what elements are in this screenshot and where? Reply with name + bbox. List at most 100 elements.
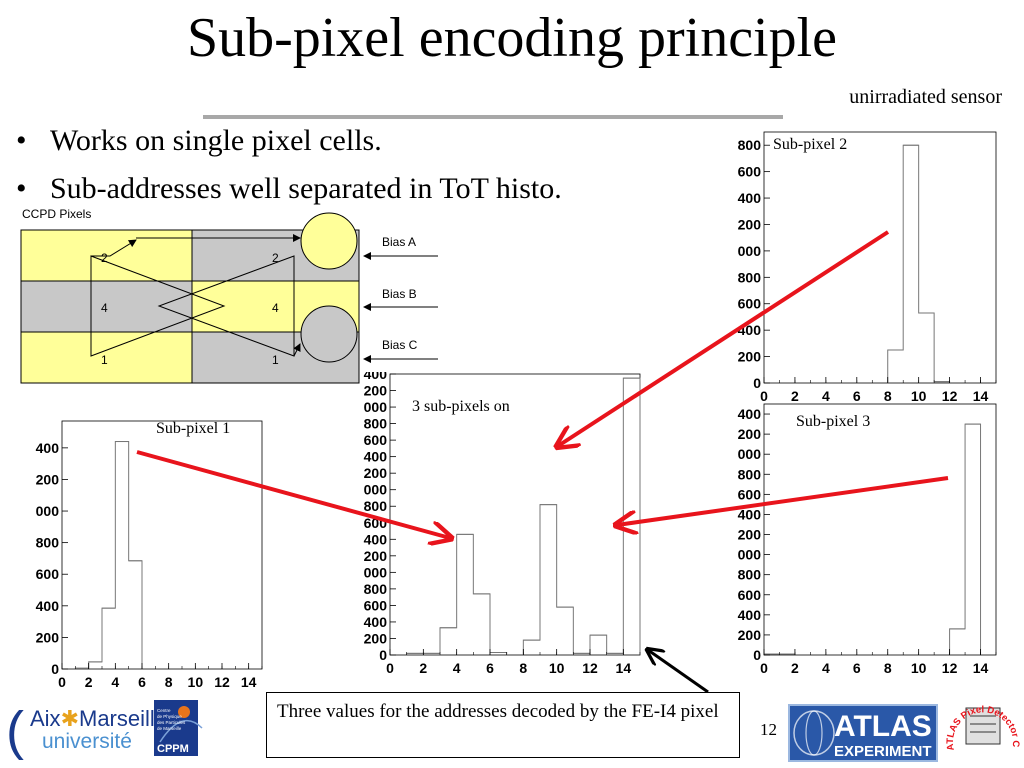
- y-tick-label: 200: [36, 629, 60, 645]
- y-tick-label: 0: [379, 647, 387, 663]
- y-tick-label: 600: [364, 597, 388, 613]
- atlas-logo: ATLAS EXPERIMENT: [788, 704, 938, 762]
- bias-c-label: Bias C: [382, 338, 418, 352]
- y-tick-label: 600: [738, 296, 762, 312]
- bullet-text: Sub-addresses well separated in ToT hist…: [50, 172, 562, 205]
- page-number: 12: [760, 720, 777, 739]
- x-tick-label: 14: [973, 660, 989, 676]
- y-tick-label: 600: [364, 515, 388, 531]
- y-tick-label: 400: [738, 322, 762, 338]
- x-tick-label: 8: [884, 660, 892, 676]
- cppm-text: CPPM: [157, 743, 189, 755]
- x-tick-label: 8: [165, 674, 173, 690]
- y-tick-label: 200: [364, 465, 388, 481]
- y-tick-label: 800: [738, 137, 762, 153]
- x-tick-label: 2: [791, 660, 799, 676]
- x-tick-label: 2: [85, 674, 93, 690]
- x-tick-label: 4: [453, 660, 461, 676]
- y-tick-label: 200: [36, 471, 60, 487]
- node-label: 2: [101, 251, 108, 265]
- y-tick-label: 400: [364, 614, 388, 630]
- x-tick-label: 2: [419, 660, 427, 676]
- bullet-item: • Sub-addresses well separated in ToT his…: [14, 166, 562, 214]
- y-tick-label: 600: [364, 432, 388, 448]
- histogram-label: 3 sub-pixels on: [412, 398, 510, 415]
- cppm-logo: Centre de Physique des Particules de Mar…: [154, 700, 203, 756]
- y-tick-label: 600: [738, 587, 762, 603]
- x-tick-label: 4: [111, 674, 119, 690]
- y-tick-label: 800: [738, 466, 762, 482]
- bullet-list: • Works on single pixel cells. • Sub-addre…: [14, 118, 562, 214]
- y-tick-label: 000: [364, 399, 388, 415]
- diagram-yellow-band-bot-left: [20, 331, 193, 384]
- bias-a-label: Bias A: [382, 235, 416, 249]
- ccpd-pixel-diagram: CCPD Pixels Bias A Bias B Bias C 2 2 4 4…: [20, 207, 438, 384]
- diagram-arrow-to-bias-c: [293, 343, 301, 357]
- atlas-text: ATLAS: [834, 710, 932, 743]
- callout-box: Three values for the addresses decoded b…: [266, 692, 740, 758]
- slide-subtitle: unirradiated sensor: [849, 86, 1002, 108]
- x-tick-label: 0: [386, 660, 394, 676]
- y-tick-label: 400: [36, 440, 60, 456]
- y-tick-label: 200: [364, 630, 388, 646]
- cppm-small-text: des Particules: [157, 720, 186, 725]
- x-tick-label: 12: [582, 660, 598, 676]
- node-label: 4: [272, 301, 279, 315]
- x-tick-label: 10: [911, 660, 927, 676]
- y-tick-label: 800: [738, 567, 762, 583]
- atlas-pixel-collaboration-logo: ATLAS Pixel Detector Collaboration: [944, 690, 1021, 751]
- histogram-three-sub-pixels: 0200400600800000200400600800000200400600…: [364, 372, 641, 676]
- histogram-label: Sub-pixel 1: [156, 420, 230, 437]
- amu-text: Marseille: [79, 706, 168, 731]
- x-tick-label: 8: [519, 660, 527, 676]
- y-tick-label: 200: [738, 349, 762, 365]
- cppm-small-text: de Marseille: [157, 726, 182, 731]
- x-tick-label: 0: [58, 674, 66, 690]
- title-underline: [203, 115, 783, 119]
- bullet-dot-icon: •: [16, 172, 27, 205]
- diagram-triangle-right: [157, 255, 295, 357]
- y-tick-label: 000: [738, 243, 762, 259]
- x-tick-label: 12: [214, 674, 230, 690]
- cppm-small-text: de Physique: [157, 714, 182, 719]
- bullet-text: Works on single pixel cells.: [50, 124, 382, 157]
- x-tick-label: 14: [616, 660, 632, 676]
- x-tick-label: 14: [241, 674, 257, 690]
- node-label: 4: [101, 301, 108, 315]
- y-tick-label: 600: [738, 164, 762, 180]
- histogram-frame: [763, 403, 997, 656]
- bias-c-circle: [300, 305, 358, 363]
- diagram-arrow-to-node: [91, 239, 137, 257]
- y-tick-label: 200: [364, 548, 388, 564]
- histogram-label: Sub-pixel 3: [796, 413, 870, 430]
- y-tick-label: 000: [738, 446, 762, 462]
- histogram-frame: [61, 420, 263, 670]
- y-tick-label: 000: [364, 564, 388, 580]
- amu-star-icon: ✱: [60, 706, 79, 731]
- x-tick-label: 6: [138, 674, 146, 690]
- cppm-small-text: Centre: [157, 708, 171, 713]
- y-tick-label: 400: [36, 598, 60, 614]
- atlas-experiment-text: EXPERIMENT: [834, 743, 932, 760]
- node-label: 1: [272, 353, 279, 367]
- histogram-sub-pixel-3: 0 200 400 600 800 000 200 400 600 800 000 200 400 0 2 4…: [738, 403, 997, 676]
- x-tick-label: 6: [853, 660, 861, 676]
- x-tick-label: 4: [822, 660, 830, 676]
- y-tick-label: 400: [738, 506, 762, 522]
- y-tick-label: 400: [364, 531, 388, 547]
- slide-title: Sub-pixel encoding principle: [186, 7, 838, 69]
- y-tick-label: 400: [738, 190, 762, 206]
- y-tick-label: 200: [738, 627, 762, 643]
- aix-marseille-logo: ( Aix✱Marseille université: [6, 700, 167, 762]
- amu-bracket-icon: (: [6, 701, 24, 761]
- x-tick-label: 10: [549, 660, 565, 676]
- y-tick-label: 800: [738, 269, 762, 285]
- x-tick-label: 0: [760, 660, 768, 676]
- y-tick-label: 400: [364, 449, 388, 465]
- histogram-sub-pixel-1: 0 200 400 600 800 000 200 400 0 2 4 6 8 10 12 14 Sub-pix…: [36, 420, 263, 690]
- y-tick-label: 000: [36, 503, 60, 519]
- x-tick-label: 10: [911, 388, 927, 402]
- bias-b-label: Bias B: [382, 287, 417, 301]
- x-tick-label: 14: [973, 388, 989, 402]
